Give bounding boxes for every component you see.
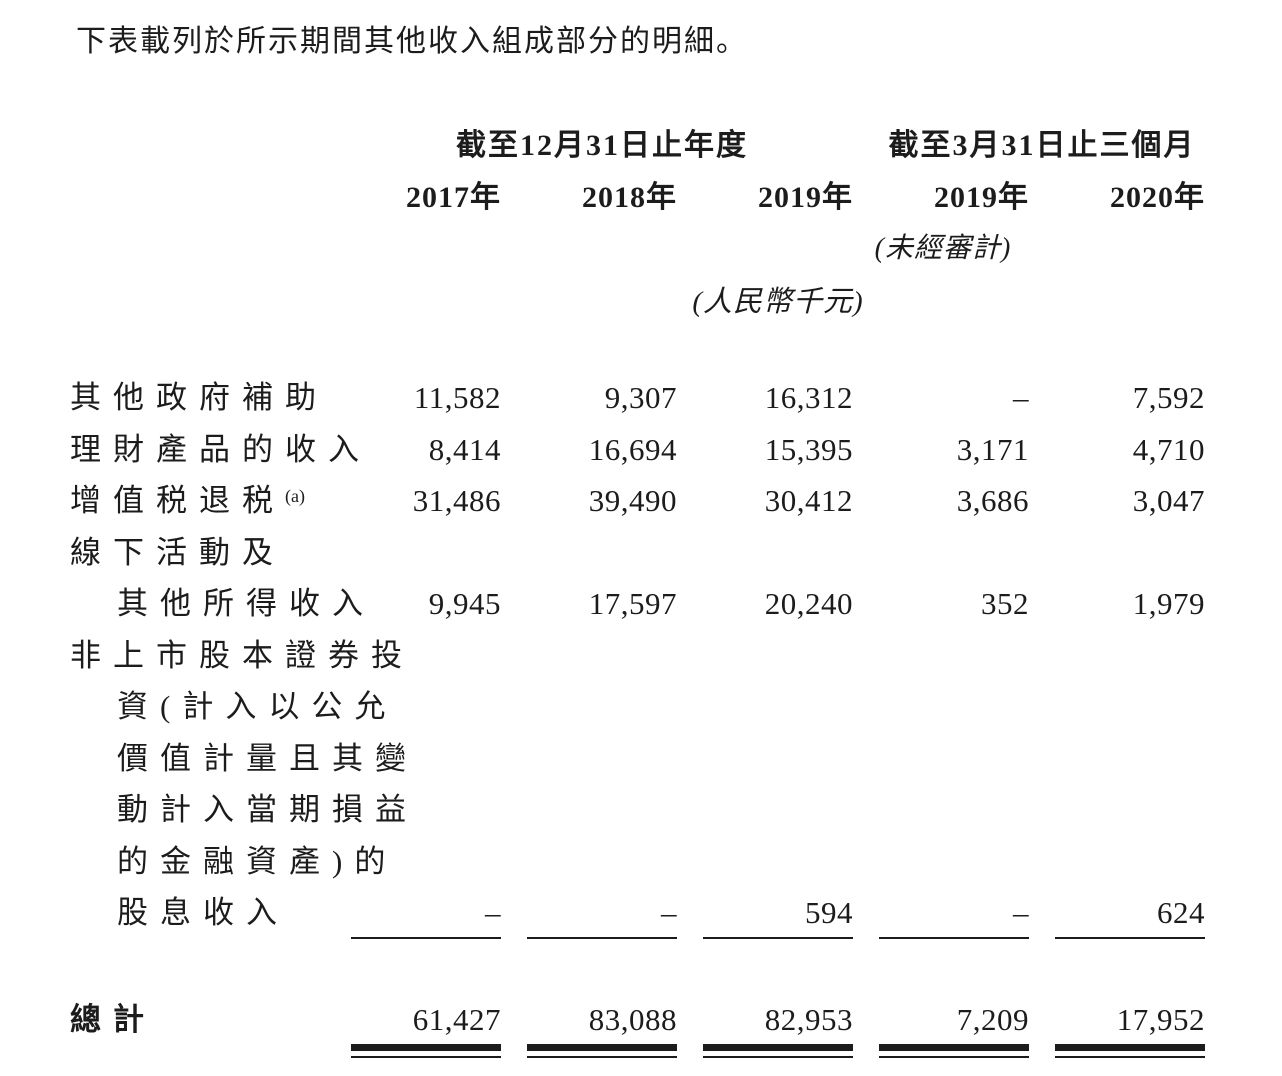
cell-value: 352 <box>981 586 1029 621</box>
note-currency-unit: (人民幣千元) <box>692 286 864 318</box>
col-group-year-ended-dec31: 截至12月31日止年度 <box>456 129 748 162</box>
year-header-2017: 2017年 <box>406 181 501 214</box>
year-header-2019-q1: 2019年 <box>934 181 1029 214</box>
cell-value: 17,597 <box>588 586 677 621</box>
row-vat-refund-label: 增值税退税(a) <box>65 475 325 527</box>
cell-value: 4,710 <box>1132 431 1205 467</box>
cell-value: – <box>527 887 677 939</box>
double-rule <box>351 1044 501 1058</box>
cell-value: 31,486 <box>412 483 501 518</box>
total-value: 83,088 <box>588 1002 677 1037</box>
year-header-2018: 2018年 <box>582 181 677 214</box>
row-other-income-label: 其他所得收入 <box>117 586 375 621</box>
footnote-a-marker: (a) <box>285 486 305 506</box>
cell-value: 8,414 <box>428 431 501 467</box>
double-rule <box>879 1044 1029 1058</box>
cell-value: 16,312 <box>764 380 853 415</box>
table-body: 其他政府補助 11,582 9,307 16,312 – 7,592 理財產品的… <box>65 372 1205 939</box>
row-wealth-products-label: 理財產品的收入 <box>70 431 371 467</box>
cell-value: 11,582 <box>413 380 501 415</box>
double-rule <box>527 1044 677 1058</box>
cell-value: 9,307 <box>604 380 677 415</box>
year-header-2020-q1: 2020年 <box>1110 181 1205 214</box>
cell-value: 16,694 <box>588 431 677 467</box>
cell-value: 7,592 <box>1132 380 1205 415</box>
cell-value: 39,490 <box>588 483 677 518</box>
cell-value: 15,395 <box>764 431 853 467</box>
cell-value: 3,047 <box>1132 483 1205 518</box>
total-value: 7,209 <box>956 1002 1029 1037</box>
cell-value: 20,240 <box>764 586 853 621</box>
row-dividend-income-label: 股息收入 <box>117 895 289 930</box>
note-unaudited: (未經審計) <box>874 233 1012 264</box>
row-unlisted-equity-label-line2: 資(計入以公允 <box>117 689 398 724</box>
total-value: 61,427 <box>412 1002 501 1037</box>
row-vat-refund-text: 增值税退税 <box>70 483 285 518</box>
intro-text: 下表載列於所示期間其他收入組成部分的明細。 <box>76 25 748 58</box>
spacer <box>65 1044 325 1058</box>
table-total: 總計 61,427 83,088 82,953 7,209 17,952 <box>65 996 1205 1058</box>
row-other-gov-grants-label: 其他政府補助 <box>70 380 328 415</box>
col-group-three-months-mar31: 截至3月31日止三個月 <box>888 129 1196 162</box>
cell-value: 30,412 <box>764 483 853 518</box>
total-label: 總計 <box>70 1002 156 1037</box>
cell-value: 9,945 <box>428 586 501 621</box>
cell-value: 1,979 <box>1132 586 1205 621</box>
cell-value: 624 <box>1055 887 1205 939</box>
total-value: 17,952 <box>1116 1002 1205 1037</box>
double-rule <box>1055 1044 1205 1058</box>
row-unlisted-equity-label-line3: 價值計量且其變 <box>117 740 418 776</box>
row-unlisted-equity-label-line5: 的金融資產)的 <box>117 843 398 879</box>
year-header-2019: 2019年 <box>758 181 853 214</box>
cell-value: 594 <box>703 887 853 939</box>
cell-value: – <box>879 887 1029 939</box>
total-value: 82,953 <box>764 1002 853 1037</box>
double-rule <box>703 1044 853 1058</box>
row-unlisted-equity-label-line1: 非上市股本證券投 <box>70 637 414 673</box>
cell-value: 3,171 <box>956 431 1029 467</box>
row-offline-activities-label: 線下活動及 <box>70 534 285 570</box>
cell-value: – <box>351 887 501 939</box>
cell-value: 3,686 <box>956 483 1029 518</box>
cell-value: – <box>1013 380 1029 415</box>
row-unlisted-equity-label-line4: 動計入當期損益 <box>117 792 418 827</box>
